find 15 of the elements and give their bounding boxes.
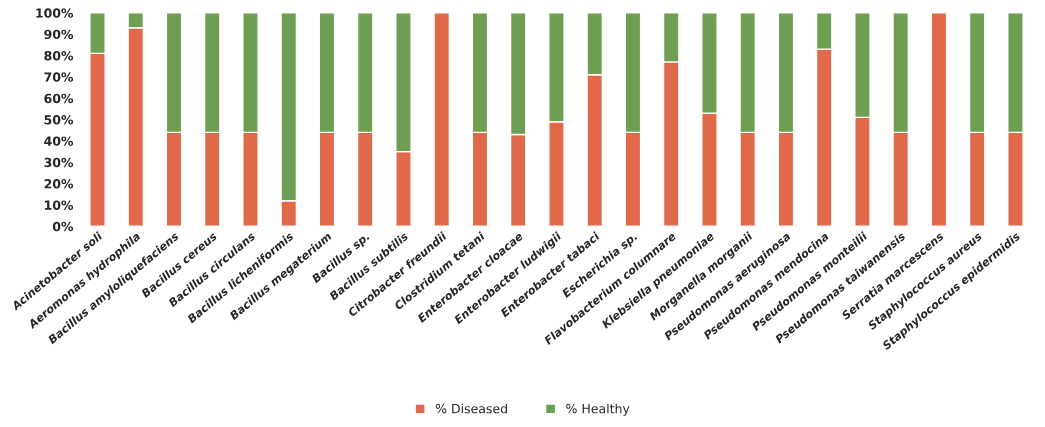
legend-label: % Diseased xyxy=(435,403,507,414)
y-tick-label: 60% xyxy=(44,93,74,104)
y-tick-label: 50% xyxy=(44,115,74,125)
bar xyxy=(930,12,948,227)
y-tick-label: 30% xyxy=(44,157,74,168)
y-tick-label: 0% xyxy=(52,221,74,232)
y-tick-label: 20% xyxy=(44,179,74,189)
bar xyxy=(433,12,451,227)
y-tick-label: 40% xyxy=(44,136,74,146)
y-tick-label: 90% xyxy=(44,29,74,40)
y-tick-label: 100% xyxy=(36,8,74,18)
y-tick-label: 80% xyxy=(44,50,74,61)
y-tick-label: 70% xyxy=(44,72,74,82)
y-tick-label: 10% xyxy=(45,200,74,210)
legend-label: % Healthy xyxy=(566,403,630,416)
